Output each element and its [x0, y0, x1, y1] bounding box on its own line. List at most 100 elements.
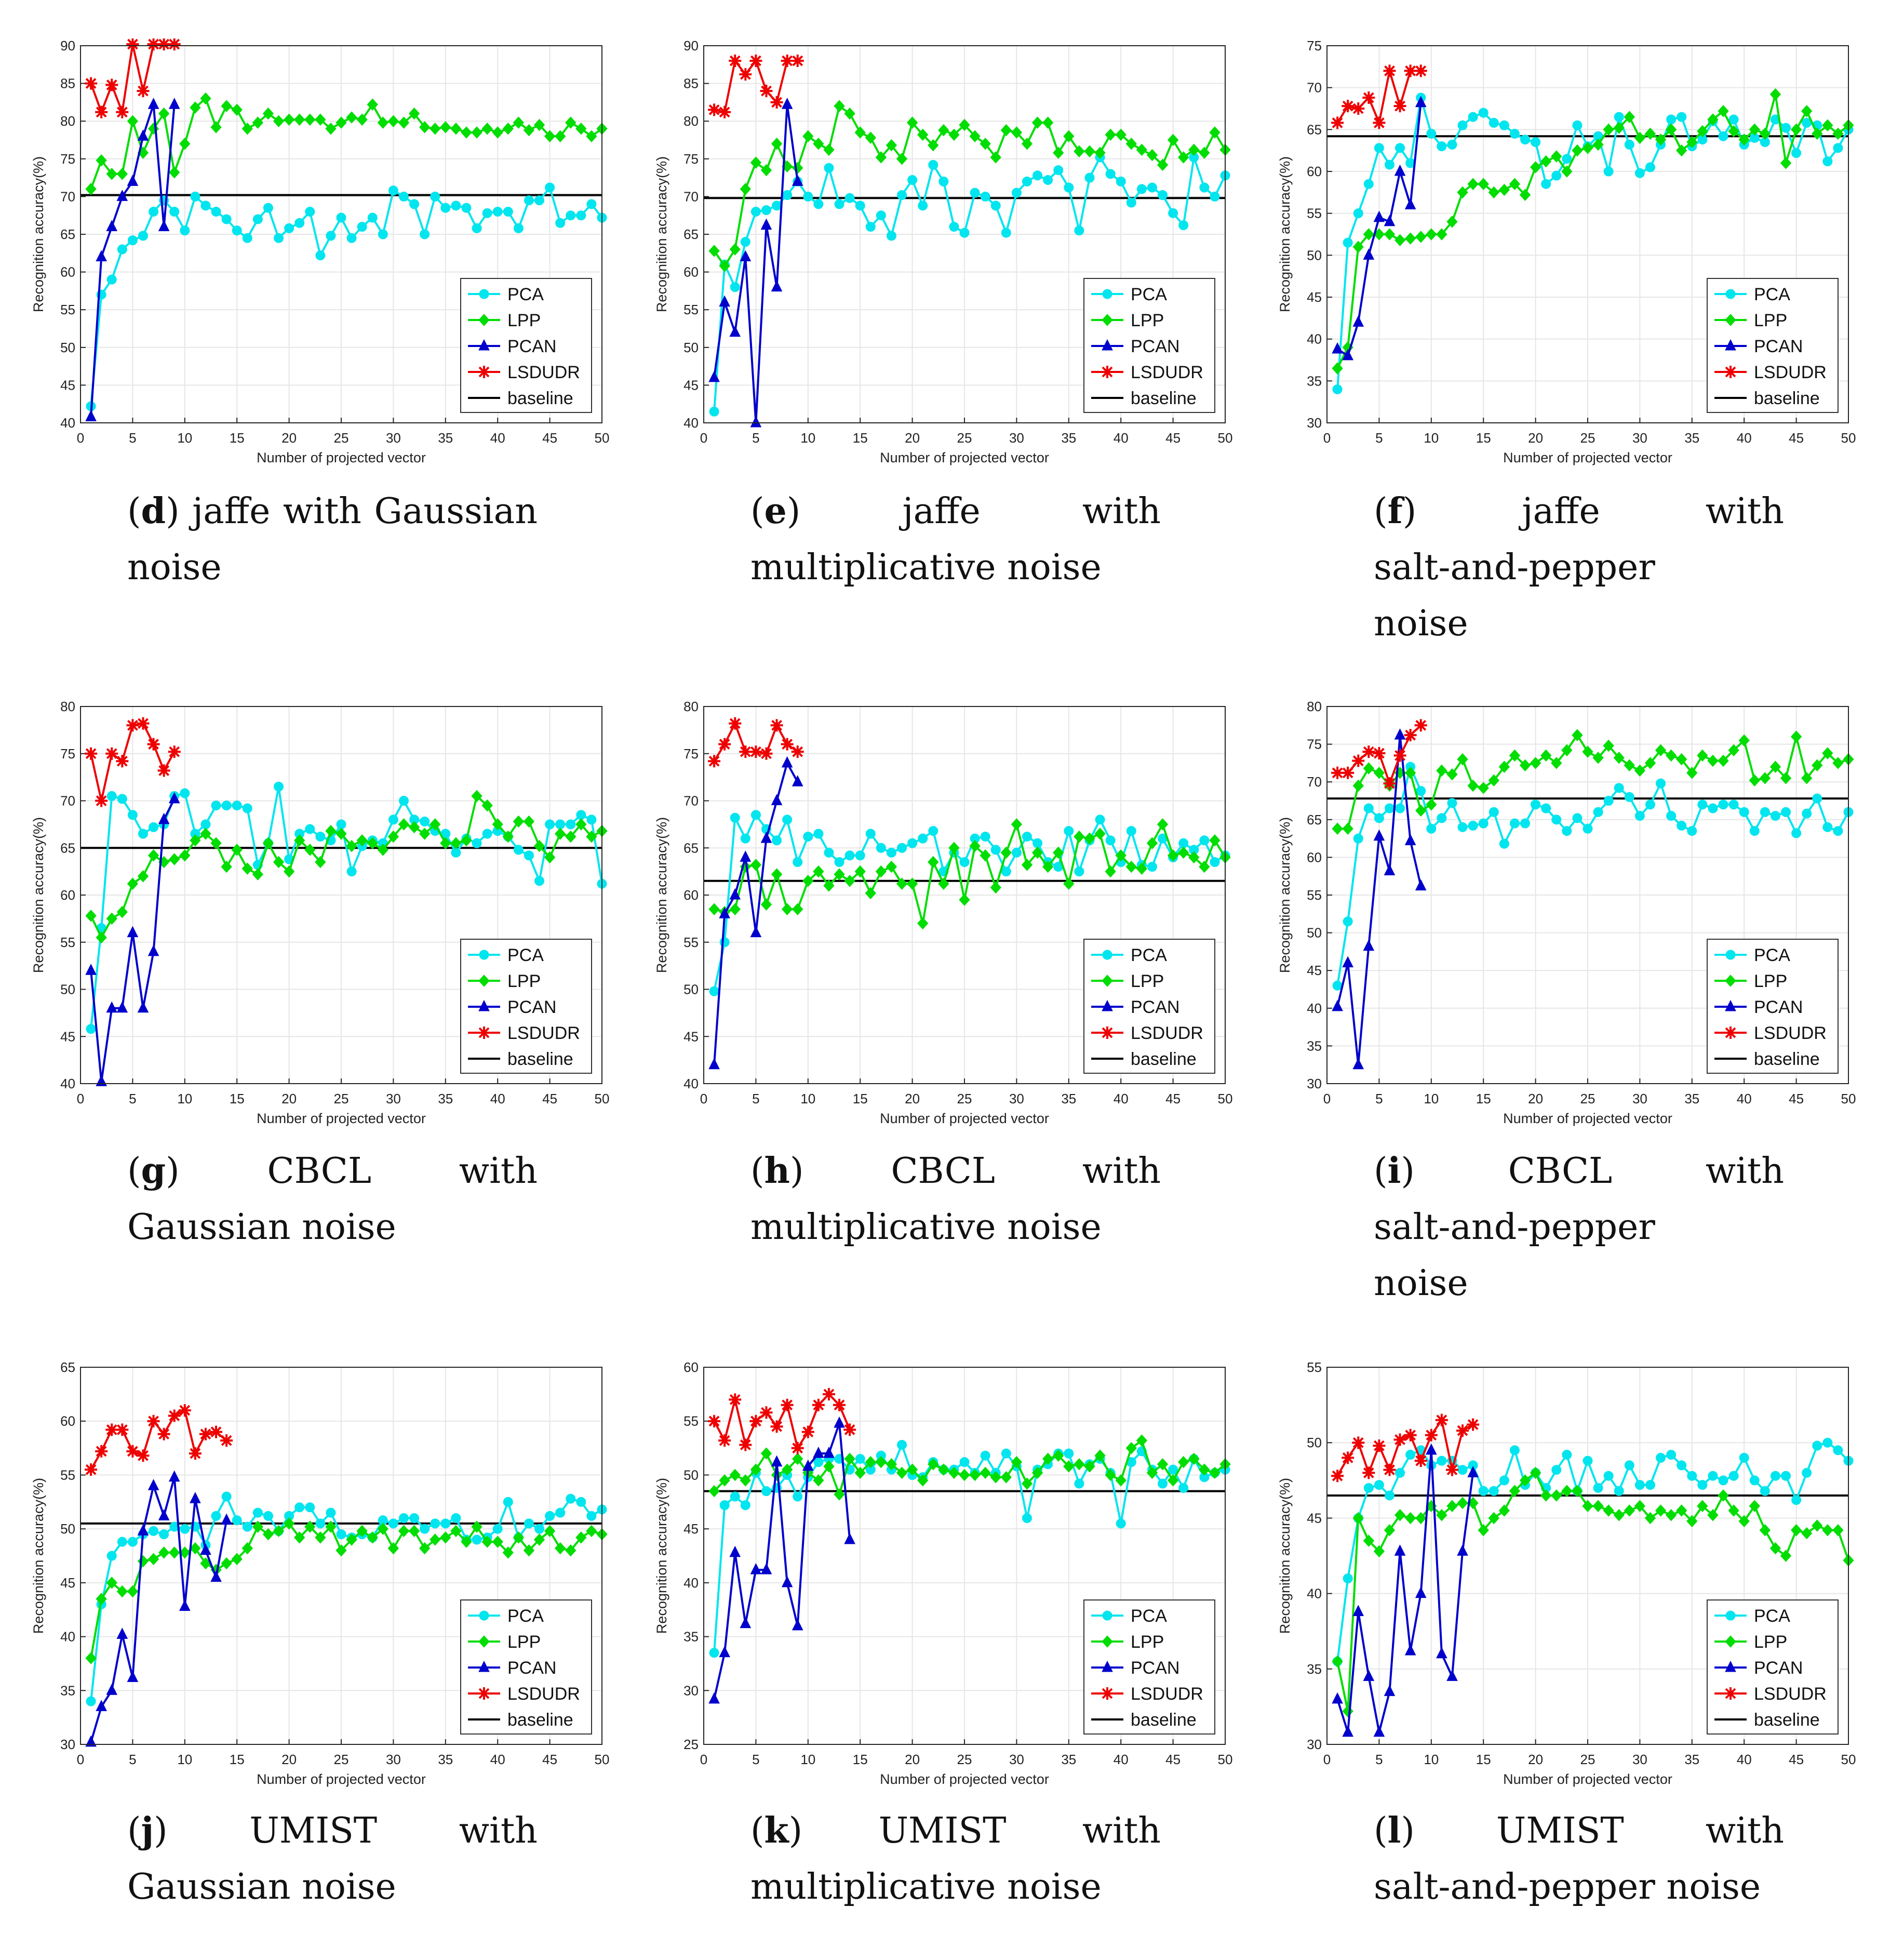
data-point	[729, 1545, 741, 1557]
legend-label: PCA	[1131, 285, 1167, 304]
data-point	[1157, 818, 1169, 831]
data-point	[252, 868, 264, 881]
data-point	[147, 738, 160, 751]
data-point	[586, 815, 597, 825]
legend-label: PCAN	[507, 1658, 556, 1678]
data-point	[168, 1470, 180, 1482]
data-point	[970, 188, 980, 198]
data-point	[1530, 1466, 1541, 1479]
x-tick-label: 40	[1114, 1091, 1129, 1106]
data-point	[232, 801, 242, 811]
data-point	[1530, 757, 1541, 769]
data-point	[948, 128, 960, 141]
data-point	[708, 1058, 720, 1070]
data-point	[1352, 315, 1364, 327]
legend-marker	[479, 289, 489, 299]
data-point	[1603, 166, 1614, 177]
data-point	[221, 860, 232, 873]
x-tick-label: 10	[177, 430, 192, 446]
data-point	[760, 218, 772, 230]
data-point	[1801, 1527, 1813, 1540]
data-point	[1343, 237, 1353, 248]
x-tick-label: 5	[1375, 1752, 1383, 1767]
data-point	[388, 815, 398, 825]
data-point	[1728, 799, 1739, 810]
data-point	[232, 1515, 242, 1526]
data-point	[147, 38, 160, 51]
data-point	[1551, 1464, 1562, 1475]
legend-label: PCAN	[507, 337, 556, 356]
data-point	[1697, 749, 1708, 762]
x-tick-label: 40	[490, 430, 505, 446]
data-point	[1519, 1474, 1531, 1487]
data-point	[190, 834, 201, 847]
data-point	[533, 839, 545, 852]
data-point	[1188, 143, 1200, 156]
data-point	[586, 199, 597, 209]
data-point	[1146, 1466, 1158, 1479]
x-tick-label: 5	[752, 1752, 759, 1767]
x-tick-label: 25	[1580, 1752, 1595, 1767]
x-tick-label: 15	[1476, 1091, 1491, 1106]
data-point	[1199, 146, 1210, 159]
legend-label: LPP	[1754, 1632, 1787, 1652]
data-point	[865, 221, 876, 232]
data-point	[1656, 778, 1666, 789]
legend-marker	[1724, 366, 1737, 378]
data-point	[210, 121, 222, 134]
data-point	[346, 233, 357, 243]
data-point	[771, 794, 783, 805]
data-point	[823, 143, 835, 156]
data-point	[1644, 1512, 1656, 1525]
legend: PCA LPP PCAN LSDUDR baseline	[1707, 1599, 1839, 1735]
data-point	[834, 868, 845, 881]
caption-letter: e	[764, 490, 787, 532]
y-tick-label: 55	[60, 935, 75, 950]
legend: PCA LPP PCAN LSDUDR baseline	[1083, 1599, 1215, 1735]
data-point	[1053, 846, 1064, 859]
data-point	[1343, 916, 1353, 927]
data-point	[126, 719, 139, 732]
data-point	[137, 717, 150, 730]
data-point	[709, 1648, 719, 1658]
data-point	[886, 860, 897, 873]
data-point	[1677, 820, 1687, 831]
y-tick-label: 90	[683, 38, 699, 54]
data-point	[1435, 1413, 1448, 1426]
data-point	[274, 233, 284, 243]
data-point	[555, 819, 566, 830]
x-tick-label: 30	[1632, 1752, 1647, 1767]
data-point	[513, 116, 525, 129]
data-point	[1188, 851, 1200, 864]
data-point	[918, 201, 928, 211]
data-point	[844, 1452, 855, 1465]
data-point	[231, 844, 243, 856]
data-point	[1676, 144, 1687, 157]
data-point	[524, 850, 534, 861]
data-point	[200, 201, 211, 211]
y-tick-label: 45	[1307, 963, 1322, 978]
data-point	[482, 208, 492, 218]
y-axis-label: Recognition accuracy(%)	[654, 1478, 669, 1634]
data-point	[367, 1531, 378, 1544]
data-point	[106, 1001, 118, 1013]
data-point	[781, 756, 793, 768]
data-point	[1342, 1451, 1355, 1464]
data-point	[148, 1553, 159, 1565]
x-tick-label: 45	[1789, 1752, 1804, 1767]
data-point	[1833, 1445, 1843, 1456]
data-point	[1415, 96, 1427, 108]
data-point	[1697, 1500, 1708, 1512]
data-point	[252, 214, 263, 224]
data-point	[834, 857, 844, 867]
data-point	[440, 1531, 451, 1544]
data-point	[708, 103, 721, 116]
data-point	[1332, 822, 1343, 835]
data-point	[1613, 122, 1625, 134]
data-point	[273, 856, 285, 869]
data-point	[719, 907, 730, 918]
data-point	[1519, 759, 1531, 771]
caption-text: UMIST with	[878, 1810, 1161, 1851]
data-point	[315, 1531, 326, 1544]
data-point	[771, 1455, 783, 1467]
